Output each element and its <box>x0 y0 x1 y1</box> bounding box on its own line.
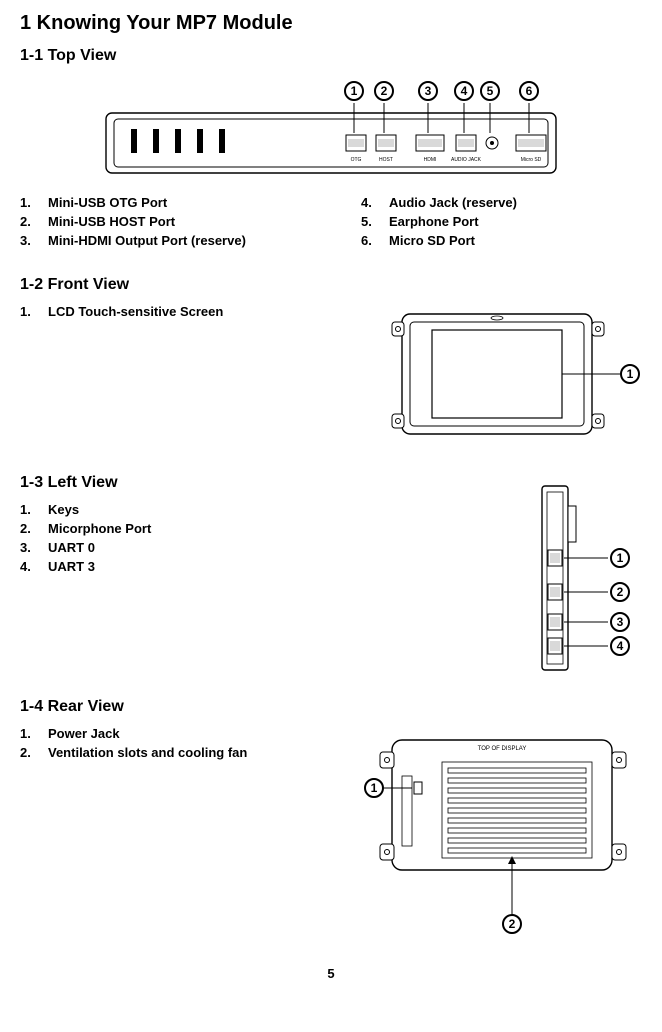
figure-rear-view: TOP OF DISPLAY 1 2 <box>362 726 642 936</box>
svg-text:2: 2 <box>509 917 516 931</box>
svg-text:AUDIO JACK: AUDIO JACK <box>451 157 482 163</box>
page-title: 1 Knowing Your MP7 Module <box>20 12 642 35</box>
svg-text:4: 4 <box>461 84 468 98</box>
svg-text:2: 2 <box>381 84 388 98</box>
svg-text:3: 3 <box>617 615 624 629</box>
figure-left-view: 1 2 3 4 <box>512 478 642 678</box>
svg-text:4: 4 <box>617 639 624 653</box>
svg-text:6: 6 <box>526 84 533 98</box>
svg-text:1: 1 <box>351 84 358 98</box>
list-item: 4.Audio Jack (reserve) <box>361 195 642 210</box>
top-view-legend: 1.Mini-USB OTG Port 2.Mini-USB HOST Port 3… <box>20 191 642 252</box>
section-heading-front: 1-2 Front View <box>20 276 642 294</box>
svg-text:OTG: OTG <box>351 157 362 163</box>
list-item: 2.Mini-USB HOST Port <box>20 214 301 229</box>
svg-text:5: 5 <box>487 84 494 98</box>
list-item: 3.Mini-HDMI Output Port (reserve) <box>20 233 301 248</box>
svg-text:HOST: HOST <box>379 157 393 163</box>
svg-text:Micro SD: Micro SD <box>521 157 542 163</box>
list-item: 4.UART 3 <box>20 559 492 574</box>
list-item: 6.Micro SD Port <box>361 233 642 248</box>
list-item: 5.Earphone Port <box>361 214 642 229</box>
list-item: 2.Ventilation slots and cooling fan <box>20 745 342 760</box>
list-item: 2.Micorphone Port <box>20 521 492 536</box>
list-item: 1.Power Jack <box>20 726 342 741</box>
page-number: 5 <box>20 966 642 981</box>
section-heading-top: 1-1 Top View <box>20 47 642 65</box>
list-item: 1.Mini-USB OTG Port <box>20 195 301 210</box>
svg-text:3: 3 <box>425 84 432 98</box>
svg-text:1: 1 <box>627 367 634 381</box>
svg-text:1: 1 <box>617 551 624 565</box>
list-item: 1.LCD Touch-sensitive Screen <box>20 304 362 319</box>
list-item: 3.UART 0 <box>20 540 492 555</box>
svg-text:HDMI: HDMI <box>424 157 437 163</box>
section-heading-rear: 1-4 Rear View <box>20 698 642 716</box>
svg-text:TOP OF DISPLAY: TOP OF DISPLAY <box>478 746 527 752</box>
figure-top-view: OTG HOST HDMI AUDIO JACK Micro SD 1 2 3 4 5 6 <box>96 73 566 183</box>
list-item: 1.Keys <box>20 502 492 517</box>
svg-text:1: 1 <box>371 781 378 795</box>
svg-text:2: 2 <box>617 585 624 599</box>
figure-front-view: 1 <box>382 304 642 454</box>
